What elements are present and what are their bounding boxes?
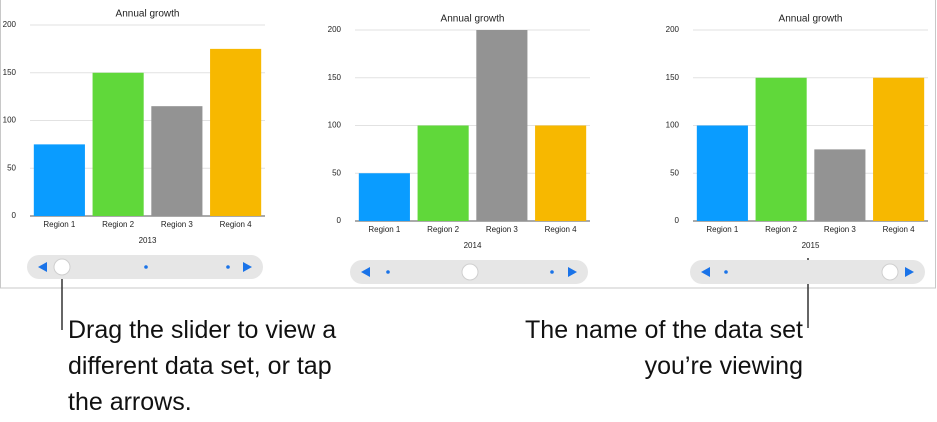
bar bbox=[696, 125, 748, 221]
y-tick-label: 200 bbox=[666, 25, 680, 34]
bar bbox=[417, 125, 469, 221]
x-tick-label: Region 4 bbox=[545, 225, 578, 234]
callout-text: The name of the data set you’re viewing bbox=[525, 316, 803, 380]
x-axis-label: 2014 bbox=[464, 241, 482, 250]
bar bbox=[873, 77, 925, 221]
slider-dot bbox=[144, 265, 148, 269]
slider-thumb[interactable] bbox=[461, 263, 479, 281]
x-tick-label: Region 2 bbox=[102, 220, 135, 229]
y-tick-label: 150 bbox=[3, 68, 17, 77]
prev-arrow[interactable] bbox=[361, 267, 370, 277]
y-tick-label: 150 bbox=[328, 73, 342, 82]
x-tick-label: Region 3 bbox=[824, 225, 857, 234]
bar bbox=[151, 106, 203, 216]
slider-track[interactable] bbox=[690, 260, 925, 284]
slider-thumb[interactable] bbox=[53, 258, 71, 276]
next-arrow[interactable] bbox=[905, 267, 914, 277]
prev-arrow[interactable] bbox=[38, 262, 47, 272]
x-tick-label: Region 3 bbox=[486, 225, 519, 234]
y-tick-label: 0 bbox=[12, 211, 17, 220]
y-tick-label: 50 bbox=[670, 168, 679, 177]
bar bbox=[755, 77, 807, 221]
bar bbox=[358, 173, 410, 221]
chart-title: Annual growth bbox=[116, 9, 180, 20]
x-tick-label: Region 1 bbox=[706, 225, 739, 234]
slider-dot bbox=[386, 270, 390, 274]
slider-dot bbox=[226, 265, 230, 269]
bar bbox=[814, 149, 866, 221]
next-arrow[interactable] bbox=[243, 262, 252, 272]
y-tick-label: 200 bbox=[3, 20, 17, 29]
bar bbox=[33, 144, 85, 216]
x-tick-label: Region 2 bbox=[765, 225, 798, 234]
x-tick-label: Region 3 bbox=[161, 220, 194, 229]
slider-dot bbox=[550, 270, 554, 274]
next-arrow[interactable] bbox=[568, 267, 577, 277]
y-tick-label: 50 bbox=[7, 163, 16, 172]
x-tick-label: Region 2 bbox=[427, 225, 460, 234]
y-tick-label: 150 bbox=[666, 73, 680, 82]
y-tick-label: 100 bbox=[3, 116, 17, 125]
bar bbox=[210, 48, 262, 216]
y-tick-label: 100 bbox=[328, 121, 342, 130]
x-tick-label: Region 4 bbox=[220, 220, 253, 229]
bar bbox=[535, 125, 587, 221]
y-tick-label: 100 bbox=[666, 121, 680, 130]
x-tick-label: Region 4 bbox=[883, 225, 916, 234]
x-tick-label: Region 1 bbox=[43, 220, 76, 229]
slider-thumb[interactable] bbox=[881, 263, 899, 281]
y-tick-label: 200 bbox=[328, 25, 342, 34]
y-tick-label: 50 bbox=[332, 168, 341, 177]
x-tick-label: Region 1 bbox=[368, 225, 401, 234]
x-axis-label: 2013 bbox=[139, 236, 157, 245]
callout-text: Drag the slider to view a different data… bbox=[68, 316, 337, 416]
chart-title: Annual growth bbox=[779, 14, 843, 25]
y-tick-label: 0 bbox=[675, 216, 680, 225]
slider-dot bbox=[724, 270, 728, 274]
chart-title: Annual growth bbox=[441, 14, 505, 25]
prev-arrow[interactable] bbox=[701, 267, 710, 277]
bar bbox=[476, 30, 528, 221]
bar bbox=[92, 72, 144, 216]
x-axis-label: 2015 bbox=[802, 241, 820, 250]
y-tick-label: 0 bbox=[337, 216, 342, 225]
